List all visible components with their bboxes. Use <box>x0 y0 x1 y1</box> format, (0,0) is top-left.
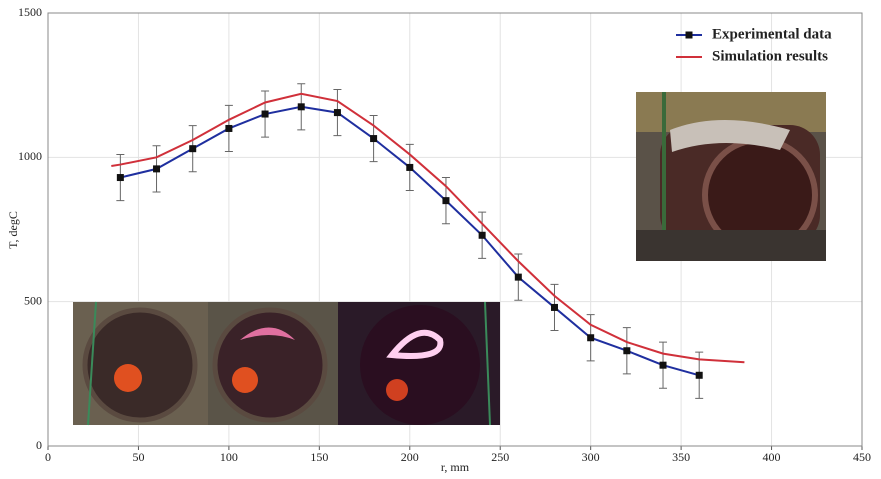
data-point <box>370 135 378 143</box>
x-tick-label: 150 <box>310 450 328 464</box>
data-point <box>478 231 486 239</box>
y-tick-label: 1000 <box>18 149 42 163</box>
photo-pipe <box>636 92 826 261</box>
axes-frame <box>47 12 863 447</box>
x-tick-label: 450 <box>853 450 871 464</box>
legend-marker <box>685 31 693 39</box>
data-point <box>297 103 305 111</box>
y-tick-label: 1500 <box>18 5 42 19</box>
x-tick-label: 350 <box>672 450 690 464</box>
legend-label: Simulation results <box>712 48 828 64</box>
data-point <box>514 273 522 281</box>
y-tick-label: 500 <box>24 293 42 307</box>
data-point <box>659 361 667 369</box>
data-point <box>153 165 161 173</box>
series-line <box>111 92 745 364</box>
legend-label: Experimental data <box>712 26 832 42</box>
x-tick-label: 300 <box>582 450 600 464</box>
data-point <box>442 197 450 205</box>
data-point <box>225 124 233 132</box>
photo-sequence <box>73 301 500 426</box>
data-point <box>333 109 341 117</box>
data-point <box>587 334 595 342</box>
y-axis-label: T, degC <box>6 211 20 249</box>
data-point <box>116 174 124 182</box>
data-point <box>695 371 703 379</box>
x-tick-label: 250 <box>491 450 509 464</box>
data-point <box>406 163 414 171</box>
y-tick-label: 0 <box>36 438 42 452</box>
x-axis-label: r, mm <box>441 460 470 474</box>
data-point <box>189 145 197 153</box>
data-point <box>550 303 558 311</box>
x-tick-label: 0 <box>45 450 51 464</box>
x-tick-label: 50 <box>132 450 144 464</box>
x-tick-label: 200 <box>401 450 419 464</box>
x-tick-label: 100 <box>220 450 238 464</box>
x-tick-label: 400 <box>763 450 781 464</box>
data-point <box>261 110 269 118</box>
data-point <box>623 347 631 355</box>
